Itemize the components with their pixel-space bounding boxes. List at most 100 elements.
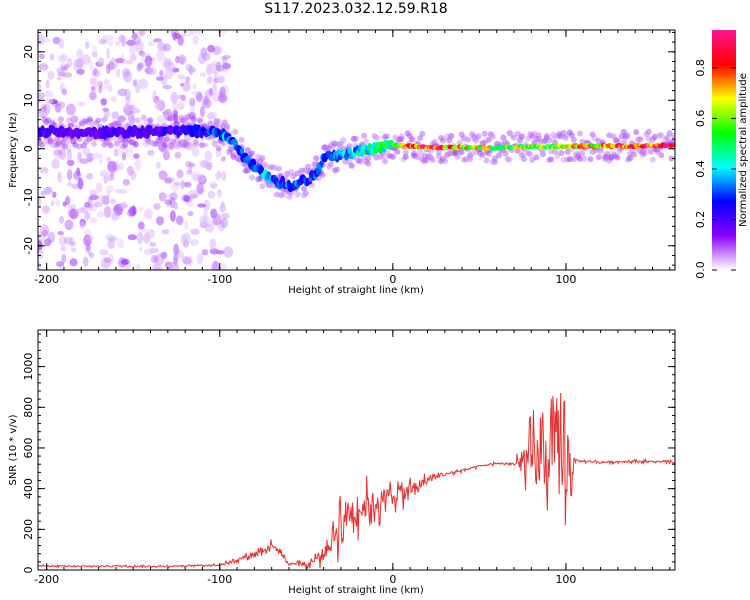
noise-speckle	[44, 238, 52, 247]
ridge-halo	[506, 156, 513, 163]
ridge-halo	[53, 136, 60, 143]
y-tick-label: 10	[22, 93, 35, 107]
noise-speckle	[121, 201, 127, 210]
noise-speckle	[138, 246, 143, 252]
noise-speckle	[68, 204, 77, 210]
ridge-halo	[390, 153, 397, 160]
noise-speckle	[88, 252, 95, 258]
ridge-halo	[562, 135, 569, 141]
ridge-halo	[577, 130, 584, 137]
noise-speckle	[39, 53, 45, 59]
ridge-halo	[633, 129, 640, 136]
noise-speckle	[149, 247, 159, 253]
noise-speckle	[195, 91, 203, 102]
ridge-halo	[670, 133, 675, 139]
noise-speckle	[111, 111, 119, 120]
noise-speckle	[174, 151, 182, 159]
noise-speckle	[172, 101, 179, 112]
noise-speckle	[126, 165, 134, 176]
noise-speckle	[215, 61, 222, 72]
ridge-halo	[172, 113, 179, 120]
noise-speckle	[40, 224, 50, 237]
ridge-halo	[248, 150, 255, 157]
noise-speckle	[56, 68, 64, 75]
noise-speckle	[93, 201, 103, 208]
noise-speckle	[173, 243, 179, 256]
noise-speckle	[65, 195, 71, 206]
ridge-halo	[568, 132, 575, 139]
y-tick-label: 800	[22, 397, 35, 418]
ridge-halo	[224, 123, 230, 130]
noise-speckle	[129, 53, 138, 62]
ridge-halo	[319, 171, 326, 178]
noise-speckle	[221, 171, 227, 181]
ridge-halo	[248, 174, 255, 181]
noise-speckle	[218, 95, 226, 102]
noise-speckle	[166, 261, 176, 270]
noise-speckle	[63, 236, 72, 245]
noise-speckle	[211, 60, 220, 67]
noise-speckle	[173, 202, 178, 210]
noise-speckle	[143, 208, 153, 220]
noise-speckle	[170, 91, 178, 104]
noise-speckle	[135, 84, 141, 94]
ridge-halo	[581, 155, 588, 162]
noise-speckle	[65, 103, 76, 116]
ridge-halo	[467, 156, 474, 163]
noise-speckle	[184, 220, 189, 231]
noise-speckle	[64, 63, 70, 70]
noise-speckle	[77, 101, 85, 107]
noise-speckle	[189, 239, 200, 246]
noise-speckle	[156, 216, 164, 226]
ridge-halo	[365, 155, 372, 162]
noise-speckle	[44, 90, 54, 98]
noise-speckle	[57, 54, 68, 63]
ridge-halo	[440, 137, 446, 144]
noise-speckle	[138, 78, 149, 90]
ridge-halo	[627, 155, 633, 162]
noise-speckle	[118, 34, 125, 43]
noise-speckle	[106, 190, 111, 197]
noise-speckle	[154, 98, 162, 110]
snr-frame	[37, 329, 676, 571]
noise-speckle	[157, 42, 166, 51]
ridge-halo	[174, 120, 181, 127]
noise-speckle	[38, 249, 44, 260]
ridge-halo	[66, 117, 73, 124]
ridge-halo	[442, 158, 449, 164]
ridge-halo	[597, 148, 604, 155]
noise-speckle	[183, 30, 194, 37]
noise-speckle	[134, 159, 142, 171]
noise-speckle	[197, 188, 207, 194]
noise-speckle	[189, 30, 197, 35]
noise-speckle	[42, 105, 48, 111]
noise-speckle	[144, 55, 153, 68]
noise-speckle	[58, 215, 64, 224]
noise-speckle	[107, 61, 115, 71]
noise-speckle	[115, 57, 125, 64]
noise-speckle	[174, 248, 181, 254]
noise-speckle	[98, 80, 103, 89]
noise-speckle	[38, 82, 42, 92]
noise-speckle	[182, 232, 191, 245]
noise-speckle	[128, 104, 135, 111]
noise-speckle	[199, 159, 209, 167]
noise-speckle	[134, 35, 141, 46]
noise-speckle	[61, 88, 67, 96]
ridge-halo	[429, 156, 436, 163]
noise-speckle	[45, 79, 50, 89]
noise-speckle	[60, 245, 67, 252]
colorbar-ticks: 0.0 0.2 0.4 0.6 0.8	[694, 59, 736, 279]
noise-speckle	[131, 32, 137, 41]
noise-speckle	[209, 181, 217, 188]
noise-speckle	[150, 255, 159, 264]
x-tick-label: -200	[34, 573, 59, 586]
ridge-halo	[147, 117, 154, 124]
noise-speckle	[76, 68, 85, 75]
noise-speckle	[66, 148, 72, 161]
snr-ylabel: SNR (10 * v/v)	[8, 414, 19, 485]
noise-speckle	[41, 229, 49, 237]
noise-speckle	[199, 105, 205, 118]
ridge-halo	[398, 133, 405, 140]
noise-speckle	[217, 45, 223, 54]
